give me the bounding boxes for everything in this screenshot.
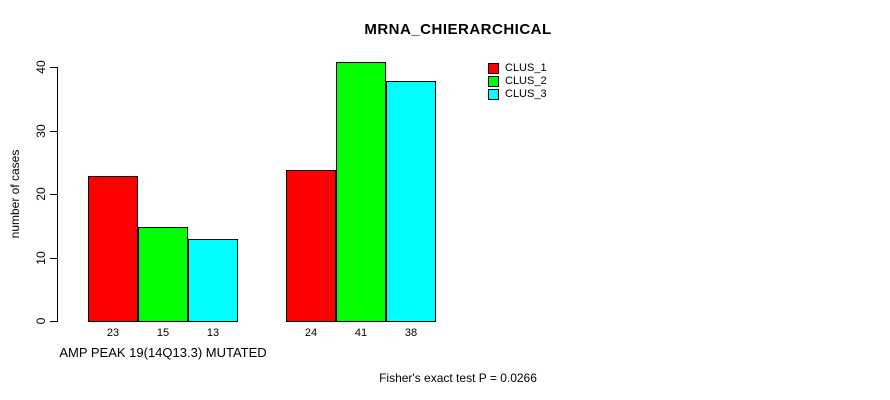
legend: CLUS_1 CLUS_2 CLUS_3 bbox=[488, 62, 547, 101]
chart-title: MRNA_CHIERARCHICAL bbox=[364, 21, 552, 38]
bar-value-label: 24 bbox=[304, 327, 318, 339]
y-tick bbox=[50, 321, 57, 322]
y-tick-label: 10 bbox=[34, 251, 48, 265]
y-tick-label: 30 bbox=[34, 124, 48, 138]
bar-clus_2-group-2 bbox=[336, 62, 386, 322]
bar-clus_1-group-1 bbox=[88, 176, 138, 322]
legend-swatch-icon bbox=[488, 63, 499, 74]
y-axis-label: number of cases bbox=[8, 149, 22, 239]
bar-clus_1-group-2 bbox=[286, 170, 336, 322]
legend-label: CLUS_1 bbox=[505, 62, 547, 74]
bar-value-label: 15 bbox=[156, 327, 170, 339]
y-tick bbox=[50, 67, 57, 68]
x-axis-label: AMP PEAK 19(14Q13.3) MUTATED bbox=[59, 345, 267, 360]
bar-clus_3-group-2 bbox=[386, 81, 436, 322]
legend-swatch-icon bbox=[488, 76, 499, 87]
bar-clus_2-group-1 bbox=[138, 227, 188, 322]
bar-clus_3-group-1 bbox=[188, 239, 238, 322]
bar-value-label: 38 bbox=[404, 327, 418, 339]
y-tick bbox=[50, 258, 57, 259]
bar-value-label: 13 bbox=[206, 327, 220, 339]
legend-label: CLUS_2 bbox=[505, 75, 547, 87]
annotation-text: Fisher's exact test P = 0.0266 bbox=[379, 371, 537, 385]
y-tick-label: 20 bbox=[34, 187, 48, 201]
bar-value-label: 23 bbox=[106, 327, 120, 339]
y-tick bbox=[50, 131, 57, 132]
legend-swatch-icon bbox=[488, 89, 499, 100]
y-axis-line bbox=[57, 67, 58, 322]
legend-item-clus_3: CLUS_3 bbox=[488, 88, 547, 101]
legend-label: CLUS_3 bbox=[505, 88, 547, 100]
bar-value-label: 41 bbox=[354, 327, 368, 339]
legend-item-clus_1: CLUS_1 bbox=[488, 62, 547, 75]
y-tick-label: 0 bbox=[34, 317, 48, 325]
legend-item-clus_2: CLUS_2 bbox=[488, 75, 547, 88]
y-tick-label: 40 bbox=[34, 60, 48, 74]
y-tick bbox=[50, 194, 57, 195]
